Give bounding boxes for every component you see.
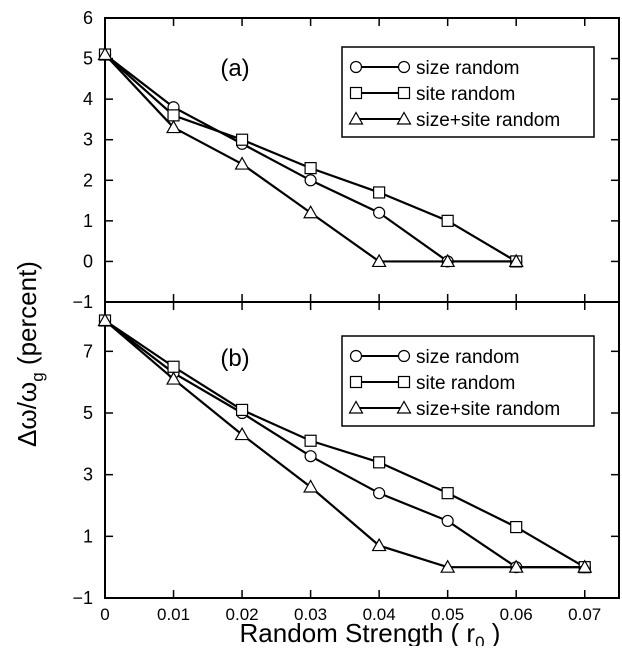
x-tick-label: 0.03 <box>294 605 327 624</box>
y-axis-title: Δω/ωg (percent) <box>12 261 47 447</box>
legend-label: size random <box>416 58 520 79</box>
data-point-triangle <box>303 205 319 219</box>
data-point-triangle <box>440 559 456 573</box>
x-tick-label: 0.06 <box>500 605 533 624</box>
data-point-square <box>235 403 249 417</box>
legend-marker-circle <box>349 60 363 74</box>
panel-0-ytick-label: 0 <box>83 251 93 271</box>
data-point-triangle <box>166 119 182 134</box>
panel-1-ytick-label: 3 <box>83 465 93 485</box>
legend-marker-triangle <box>348 400 364 414</box>
legend-label: site random <box>416 373 515 394</box>
axes-layer: −1 0 1 2 3 4 5 6 (a) −1 1 3 5 7 0 0.01 0.02 0.03 0.04 0.05 0… <box>72 8 620 624</box>
legend-label: size+site random <box>416 399 560 420</box>
data-point-square <box>167 360 180 373</box>
data-point-triangle <box>508 253 524 268</box>
data-point-triangle <box>508 559 524 573</box>
series-line-square <box>104 319 586 569</box>
data-point-triangle <box>440 253 456 268</box>
panel-1-ytick-label: 1 <box>83 526 93 546</box>
data-point-triangle <box>577 559 593 573</box>
data-point-square <box>441 214 454 227</box>
data-point-square <box>304 434 317 447</box>
panel-0-ytick-label: 5 <box>83 49 93 69</box>
legend-marker-square <box>349 375 363 389</box>
panel-0-ytick-label: 4 <box>83 89 93 109</box>
legend-marker-triangle <box>396 400 412 414</box>
panel-1-ytick-label: −1 <box>72 588 93 608</box>
panel-1-ytick-label: 5 <box>83 403 93 423</box>
legend-marker-triangle <box>396 111 412 125</box>
panel-0-ytick-label: 1 <box>83 211 93 231</box>
series-layer <box>97 46 593 574</box>
legend-marker-square <box>349 86 363 100</box>
data-point-square <box>373 456 386 469</box>
data-point-triangle <box>234 156 250 170</box>
series-line-circle <box>104 319 585 569</box>
data-point-square <box>167 109 180 122</box>
legend-marker-square <box>397 375 411 389</box>
x-tick-label: 0.07 <box>568 605 601 624</box>
x-tick-label: 0.02 <box>226 605 259 624</box>
data-point-square <box>304 162 317 175</box>
legend-label: size+site random <box>416 110 560 131</box>
panel-1-ytick-label: 7 <box>83 341 93 361</box>
data-point-square <box>235 133 249 146</box>
data-point-circle <box>304 174 317 187</box>
x-tick-label: 0.01 <box>157 605 190 624</box>
data-point-circle <box>441 514 454 528</box>
panel-0-ytick-label: −1 <box>72 292 93 312</box>
panel-1-frame <box>104 301 620 599</box>
series-line-triangle <box>104 319 585 569</box>
data-point-triangle <box>371 537 387 552</box>
data-point-triangle <box>166 371 182 385</box>
legend-label: site random <box>416 84 515 105</box>
panel-label: (a) <box>220 55 249 82</box>
data-point-triangle <box>234 426 250 441</box>
data-point-circle <box>304 450 317 463</box>
data-point-circle <box>373 487 386 500</box>
data-point-circle <box>373 206 386 219</box>
x-tick-label: 0.04 <box>363 605 396 624</box>
panel-0-ytick-label: 2 <box>83 170 93 190</box>
data-point-square <box>510 520 523 534</box>
legend-layer: size random site random size+site random si… <box>341 46 595 427</box>
legend-label: size random <box>416 347 520 368</box>
legend-marker-circle <box>397 349 411 363</box>
legend-marker-circle <box>397 60 411 74</box>
data-point-triangle <box>97 312 113 327</box>
legend-marker-square <box>397 86 411 100</box>
data-point-triangle <box>303 479 319 493</box>
data-point-triangle <box>97 46 113 61</box>
data-point-triangle <box>371 253 387 268</box>
x-tick-label: 0.05 <box>431 605 464 624</box>
label-layer: Δω/ωg (percent) Random Strength ( r0 ) <box>12 261 501 651</box>
panel-label: (b) <box>220 345 249 372</box>
data-point-square <box>441 487 454 500</box>
panel-0-ytick-label: 3 <box>83 130 93 150</box>
x-axis-title: Random Strength ( r0 ) <box>240 618 501 646</box>
legend-marker-circle <box>349 349 363 363</box>
panel-0-ytick-label: 6 <box>83 8 93 28</box>
x-tick-label: 0 <box>100 605 109 624</box>
data-point-square <box>373 186 386 199</box>
legend-marker-triangle <box>348 111 364 125</box>
